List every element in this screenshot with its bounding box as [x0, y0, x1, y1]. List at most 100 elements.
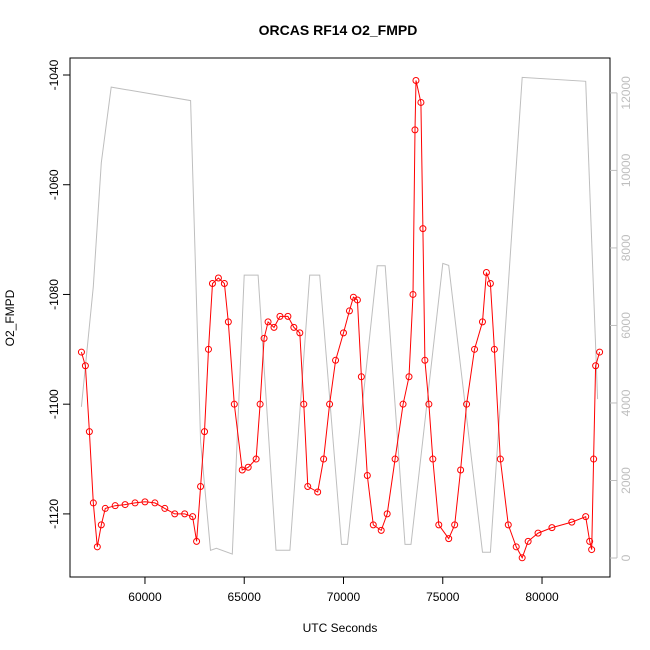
data-point: [189, 513, 197, 521]
data-point: [244, 463, 252, 471]
data-point: [220, 279, 228, 287]
data-point: [399, 400, 407, 408]
data-point: [417, 98, 425, 106]
data-point: [482, 269, 490, 277]
data-point: [429, 455, 437, 463]
y2-tick-label: 2000: [619, 467, 633, 494]
data-point: [582, 513, 590, 521]
data-point: [171, 510, 179, 518]
data-point: [93, 543, 101, 551]
data-point: [264, 318, 272, 326]
data-point: [369, 521, 377, 529]
y-tick-label: -1060: [47, 169, 61, 200]
y2-tick-label: 12000: [619, 76, 633, 110]
data-point: [478, 318, 486, 326]
x-tick-label: 75000: [426, 590, 460, 604]
data-point: [204, 345, 212, 353]
data-point: [512, 543, 520, 551]
y2-tick-label: 10000: [619, 153, 633, 187]
data-point: [534, 529, 542, 537]
plot-box: [69, 57, 611, 578]
data-point: [357, 373, 365, 381]
data-point: [111, 502, 119, 510]
data-point: [260, 334, 268, 342]
data-point: [353, 296, 361, 304]
y2-tick-label: 4000: [619, 389, 633, 416]
data-point: [224, 318, 232, 326]
data-point: [77, 348, 85, 356]
data-point: [339, 329, 347, 337]
data-point: [201, 428, 209, 436]
data-point: [383, 510, 391, 518]
data-point: [97, 521, 105, 529]
data-point: [412, 76, 420, 84]
data-point: [252, 455, 260, 463]
chart-title: ORCAS RF14 O2_FMPD: [259, 22, 418, 38]
y-tick-label: -1080: [47, 279, 61, 310]
data-point: [181, 510, 189, 518]
data-point: [496, 455, 504, 463]
data-point: [409, 290, 417, 298]
y2-tick-label: 6000: [619, 312, 633, 339]
data-point: [377, 526, 385, 534]
data-point: [486, 279, 494, 287]
data-point: [296, 329, 304, 337]
data-point: [405, 373, 413, 381]
data-point: [304, 482, 312, 490]
data-point: [151, 499, 159, 507]
series-line: [80, 80, 601, 560]
data-point: [131, 499, 139, 507]
data-point: [300, 400, 308, 408]
data-point: [238, 466, 246, 474]
y2-tick-label: 8000: [619, 234, 633, 261]
data-point: [596, 348, 604, 356]
data-point: [141, 498, 149, 506]
data-point: [592, 362, 600, 370]
data-point: [391, 455, 399, 463]
data-point: [457, 466, 465, 474]
data-point: [326, 400, 334, 408]
data-point: [101, 504, 109, 512]
data-point: [85, 428, 93, 436]
data-point: [568, 518, 576, 526]
data-point: [314, 488, 322, 496]
x-tick-label: 70000: [327, 590, 361, 604]
data-point: [586, 537, 594, 545]
data-point: [214, 274, 222, 282]
data-point: [425, 400, 433, 408]
y-tick-label: -1120: [47, 499, 61, 529]
data-point: [588, 546, 596, 554]
y-axis-label: O2_FMPD: [3, 289, 17, 346]
data-point: [208, 279, 216, 287]
x-tick-label: 80000: [525, 590, 559, 604]
data-point: [548, 524, 556, 532]
data-point: [463, 400, 471, 408]
x-axis-label: UTC Seconds: [303, 621, 378, 635]
data-point: [197, 482, 205, 490]
data-point: [320, 455, 328, 463]
data-point: [256, 400, 264, 408]
data-point: [193, 537, 201, 545]
data-point: [332, 356, 340, 364]
data-point: [421, 356, 429, 364]
data-point: [435, 521, 443, 529]
data-point: [471, 345, 479, 353]
data-point: [270, 323, 278, 331]
data-point: [411, 126, 419, 134]
data-point: [590, 455, 598, 463]
y2-tick-label: 0: [619, 554, 633, 561]
data-point: [290, 323, 298, 331]
data-point: [504, 521, 512, 529]
data-point: [230, 400, 238, 408]
data-point: [518, 554, 526, 562]
y-tick-label: -1040: [47, 59, 61, 90]
x-tick-label: 65000: [228, 590, 262, 604]
data-point: [451, 521, 459, 529]
data-point: [490, 345, 498, 353]
data-point: [363, 472, 371, 480]
data-point: [89, 499, 97, 507]
series-line: [80, 76, 599, 555]
data-point: [345, 307, 353, 315]
